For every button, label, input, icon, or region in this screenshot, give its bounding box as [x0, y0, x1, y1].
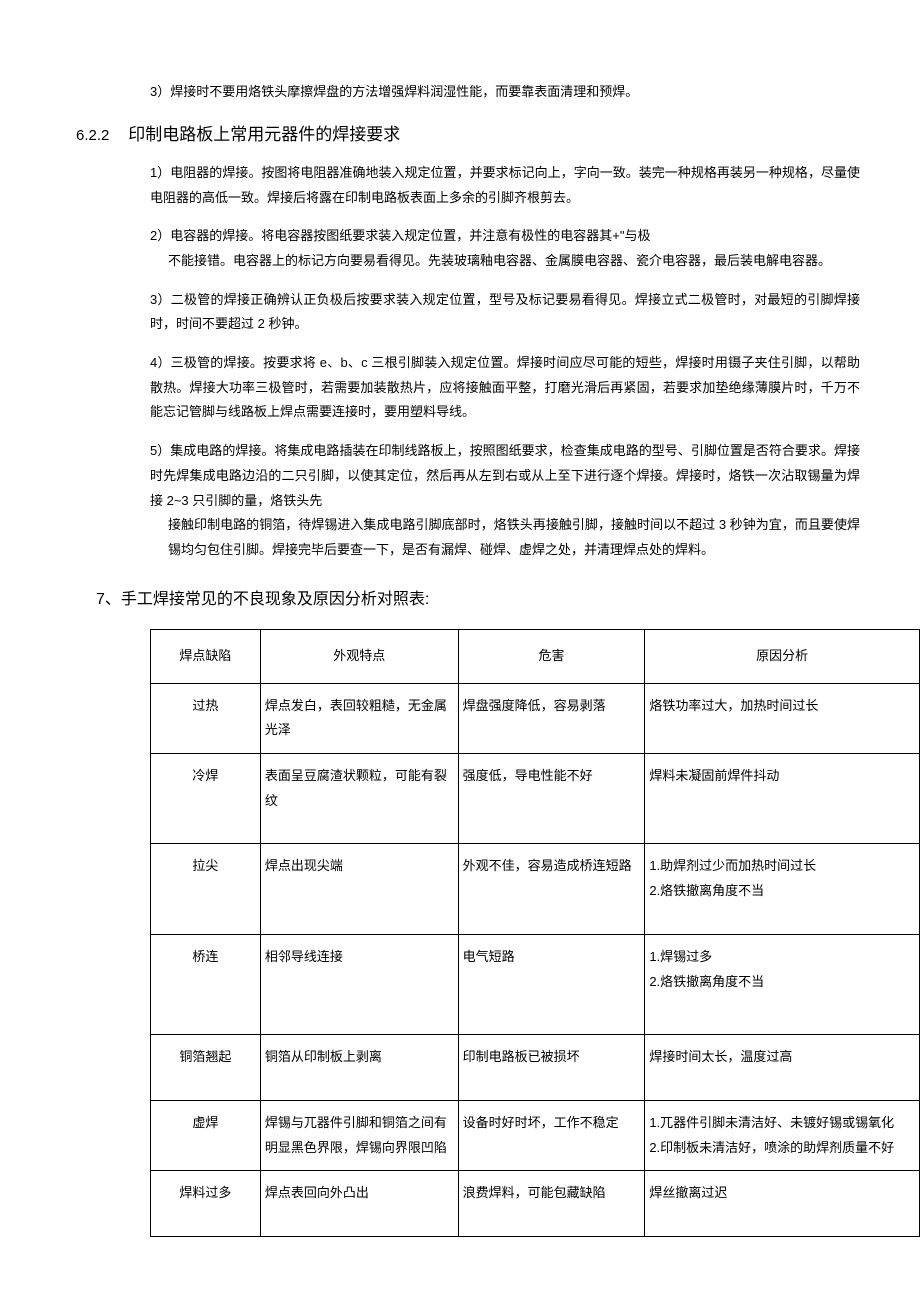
table-cell: 表面呈豆腐渣状颗粒，可能有裂纹	[260, 754, 458, 844]
section-number: 6.2.2	[76, 127, 109, 144]
list-item-continuation: 接触印制电路的铜箔，待焊锡进入集成电路引脚底部时，烙铁头再接触引脚，接触时间以不…	[60, 513, 860, 562]
table-cell: 电气短路	[458, 934, 645, 1034]
table-cell: 设备时好时坏，工作不稳定	[458, 1100, 645, 1170]
header-cause: 原因分析	[645, 630, 920, 684]
table-cell: 过热	[151, 683, 261, 753]
table-cell: 拉尖	[151, 844, 261, 934]
table-cell: 铜箔从印制板上剥离	[260, 1035, 458, 1101]
table-cell: 焊丝撤离过迟	[645, 1171, 920, 1237]
table-cell: 焊料过多	[151, 1171, 261, 1237]
section-622-heading: 6.2.2 印制电路板上常用元器件的焊接要求	[60, 119, 860, 151]
item-text: 电阻器的焊接。按图将电阻器准确地装入规定位置，并要求标记向上，字向一致。装完一种…	[150, 165, 860, 205]
list-item: 1）电阻器的焊接。按图将电阻器准确地装入规定位置，并要求标记向上，字向一致。装完…	[60, 161, 860, 210]
table-cell: 焊点出现尖端	[260, 844, 458, 934]
header-harm: 危害	[458, 630, 645, 684]
table-row: 铜箔翘起铜箔从印制板上剥离印制电路板已被损坏焊接时间太长，温度过高	[151, 1035, 920, 1101]
item-number: 2）	[150, 228, 170, 243]
table-cell: 焊料未凝固前焊件抖动	[645, 754, 920, 844]
table-cell: 焊盘强度降低，容易剥落	[458, 683, 645, 753]
item-text: 焊接时不要用烙铁头摩擦焊盘的方法增强焊料润湿性能，而要靠表面清理和预焊。	[170, 84, 638, 99]
item-number: 3）	[150, 292, 171, 307]
table-row: 桥连相邻导线连接电气短路1.焊锡过多2.烙铁撤离角度不当	[151, 934, 920, 1034]
item-text: 二极管的焊接正确辨认正负极后按要求装入规定位置，型号及标记要易看得见。焊接立式二…	[150, 292, 860, 332]
table-cell: 焊点发白，表回较粗糙，无金属光泽	[260, 683, 458, 753]
table-cell: 相邻导线连接	[260, 934, 458, 1034]
table-cell: 焊锡与兀器件引脚和铜箔之间有明显黑色界限，焊锡向界限凹陷	[260, 1100, 458, 1170]
section7-title: 7、手工焊接常见的不良现象及原因分析对照表:	[96, 591, 429, 608]
item-number: 1）	[150, 165, 170, 180]
table-row: 虚焊焊锡与兀器件引脚和铜箔之间有明显黑色界限，焊锡向界限凹陷设备时好时坏，工作不…	[151, 1100, 920, 1170]
table-row: 冷焊表面呈豆腐渣状颗粒，可能有裂纹强度低，导电性能不好焊料未凝固前焊件抖动	[151, 754, 920, 844]
section-title: 印制电路板上常用元器件的焊接要求	[128, 125, 400, 144]
item-text: 电容器的焊接。将电容器按图纸要求装入规定位置，并注意有极性的电容器其+"与极	[170, 228, 650, 243]
list-item-continuation: 不能接错。电容器上的标记方向要易看得见。先装玻璃釉电容器、金属膜电容器、瓷介电容…	[60, 249, 860, 274]
table-cell: 焊点表回向外凸出	[260, 1171, 458, 1237]
table-row: 拉尖焊点出现尖端外观不佳，容易造成桥连短路1.助焊剂过少而加热时间过长2.烙铁撤…	[151, 844, 920, 934]
item-text: 集成电路的焊接。将集成电路插装在印制线路板上，按照图纸要求，检查集成电路的型号、…	[150, 443, 860, 507]
table-cell: 强度低，导电性能不好	[458, 754, 645, 844]
table-row: 焊料过多焊点表回向外凸出浪费焊料，可能包藏缺陷焊丝撤离过迟	[151, 1171, 920, 1237]
table-cell: 虚焊	[151, 1100, 261, 1170]
table-cell: 桥连	[151, 934, 261, 1034]
table-cell: 焊接时间太长，温度过高	[645, 1035, 920, 1101]
table-cell: 铜箔翘起	[151, 1035, 261, 1101]
list-item: 2）电容器的焊接。将电容器按图纸要求装入规定位置，并注意有极性的电容器其+"与极	[60, 224, 860, 249]
list-item: 4）三极管的焊接。按要求将 e、b、c 三根引脚装入规定位置。焊接时间应尽可能的…	[60, 351, 860, 425]
table-cell: 1.兀器件引脚未清洁好、未镀好锡或锡氧化2.印制板未清洁好，喷涂的助焊剂质量不好	[645, 1100, 920, 1170]
table-cell: 浪费焊料，可能包藏缺陷	[458, 1171, 645, 1237]
table-cell: 1.焊锡过多2.烙铁撤离角度不当	[645, 934, 920, 1034]
defect-analysis-table: 焊点缺陷 外观特点 危害 原因分析 过热焊点发白，表回较粗糙，无金属光泽焊盘强度…	[150, 629, 920, 1237]
table-row: 过热焊点发白，表回较粗糙，无金属光泽焊盘强度降低，容易剥落烙铁功率过大，加热时间…	[151, 683, 920, 753]
header-appearance: 外观特点	[260, 630, 458, 684]
table-header-row: 焊点缺陷 外观特点 危害 原因分析	[151, 630, 920, 684]
table-cell: 烙铁功率过大，加热时间过长	[645, 683, 920, 753]
table-cell: 印制电路板已被损坏	[458, 1035, 645, 1101]
item-number: 5）	[150, 443, 170, 458]
section-7-heading: 7、手工焊接常见的不良现象及原因分析对照表:	[60, 585, 860, 615]
list-item: 3）二极管的焊接正确辨认正负极后按要求装入规定位置，型号及标记要易看得见。焊接立…	[60, 288, 860, 337]
header-defect: 焊点缺陷	[151, 630, 261, 684]
item-number: 4）	[150, 355, 171, 370]
table-cell: 1.助焊剂过少而加热时间过长2.烙铁撤离角度不当	[645, 844, 920, 934]
intro-list-item: 3）焊接时不要用烙铁头摩擦焊盘的方法增强焊料润湿性能，而要靠表面清理和预焊。	[60, 80, 860, 105]
list-item: 5）集成电路的焊接。将集成电路插装在印制线路板上，按照图纸要求，检查集成电路的型…	[60, 439, 860, 513]
item-number: 3）	[150, 84, 170, 99]
table-cell: 冷焊	[151, 754, 261, 844]
item-text: 三极管的焊接。按要求将 e、b、c 三根引脚装入规定位置。焊接时间应尽可能的短些…	[150, 355, 860, 419]
table-cell: 外观不佳，容易造成桥连短路	[458, 844, 645, 934]
